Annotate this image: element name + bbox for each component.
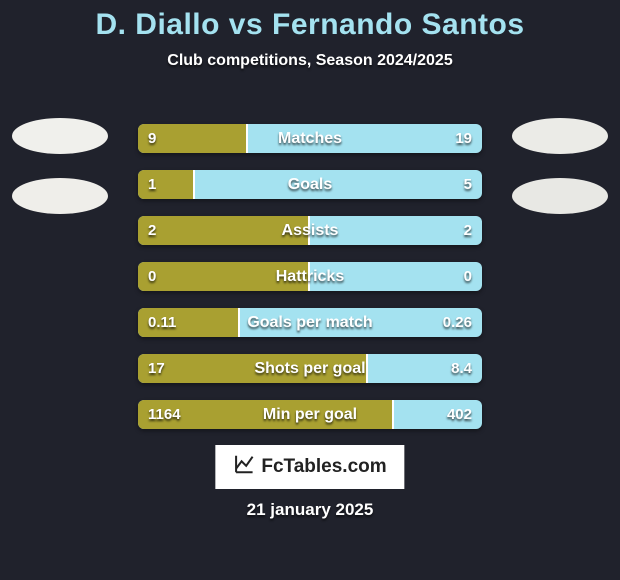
stat-label: Goals xyxy=(138,170,482,199)
snapshot-date: 21 january 2025 xyxy=(247,500,374,520)
stat-row: 22Assists xyxy=(138,216,482,245)
stat-row: 15Goals xyxy=(138,170,482,199)
player2-avatar-column xyxy=(500,118,620,214)
stat-label: Goals per match xyxy=(138,308,482,337)
site-name: FcTables.com xyxy=(261,456,386,478)
comparison-title: D. Diallo vs Fernando Santos xyxy=(0,0,620,42)
player1-club-placeholder xyxy=(12,178,108,214)
player2-club-placeholder xyxy=(512,178,608,214)
comparison-bars: 919Matches 15Goals 22Assists 00Hattricks 0.1… xyxy=(138,124,482,429)
stat-row: 0.110.26Goals per match xyxy=(138,308,482,337)
stat-row: 1164402Min per goal xyxy=(138,400,482,429)
stat-label: Hattricks xyxy=(138,262,482,291)
stat-row: 00Hattricks xyxy=(138,262,482,291)
comparison-subtitle: Club competitions, Season 2024/2025 xyxy=(0,52,620,70)
player1-avatar-placeholder xyxy=(12,118,108,154)
site-logo: FcTables.com xyxy=(215,445,404,489)
stat-row: 178.4Shots per goal xyxy=(138,354,482,383)
chart-icon xyxy=(233,453,255,481)
stat-row: 919Matches xyxy=(138,124,482,153)
player1-avatar-column xyxy=(0,118,120,214)
stat-label: Matches xyxy=(138,124,482,153)
player2-avatar-placeholder xyxy=(512,118,608,154)
stat-label: Shots per goal xyxy=(138,354,482,383)
stat-label: Assists xyxy=(138,216,482,245)
stat-label: Min per goal xyxy=(138,400,482,429)
